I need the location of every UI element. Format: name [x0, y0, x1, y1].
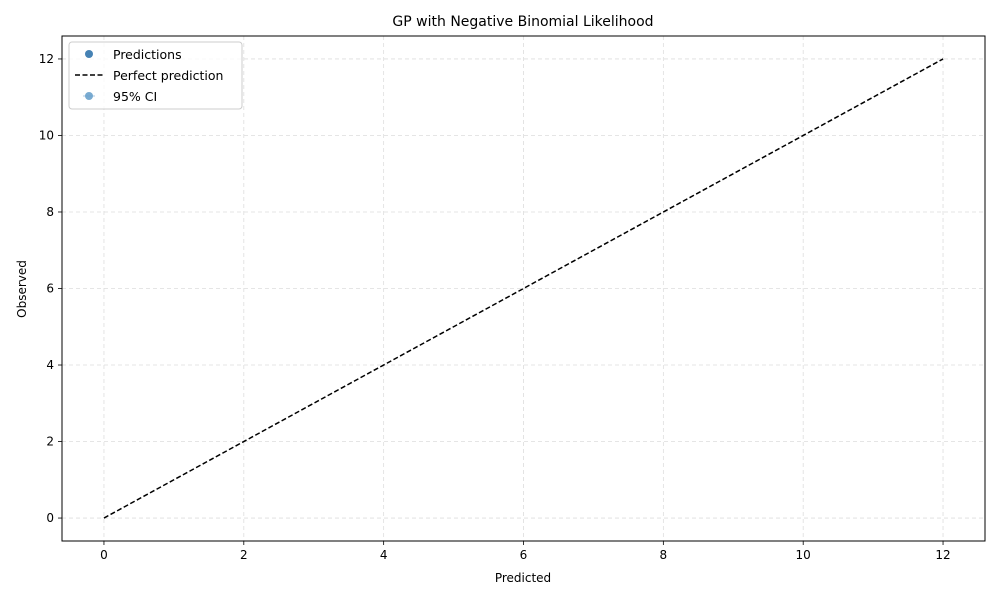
x-axis: 0 2 4 6 8 10 12: [100, 541, 951, 562]
x-tick-label: 2: [240, 548, 248, 562]
x-tick-label: 0: [100, 548, 108, 562]
x-tick-label: 10: [796, 548, 811, 562]
y-tick-label: 0: [46, 511, 54, 525]
y-tick-label: 8: [46, 205, 54, 219]
y-axis: 0 2 4 6 8 10 12: [39, 52, 62, 525]
legend-marker-predictions: [85, 50, 93, 58]
legend-box: [68, 41, 243, 110]
x-tick-label: 12: [935, 548, 950, 562]
y-tick-label: 10: [39, 128, 54, 142]
grid: [62, 36, 985, 541]
legend: Predictions Perfect prediction 95% CI: [68, 41, 243, 110]
legend-label-predictions: Predictions: [113, 47, 182, 62]
x-tick-label: 6: [520, 548, 528, 562]
y-tick-label: 12: [39, 52, 54, 66]
x-axis-label: Predicted: [495, 571, 551, 585]
legend-marker-ci: [85, 92, 93, 100]
y-tick-label: 2: [46, 435, 54, 449]
chart-title: GP with Negative Binomial Likelihood: [392, 14, 653, 30]
x-tick-label: 8: [660, 548, 668, 562]
perfect-prediction-line: [103, 58, 944, 519]
legend-label-perfect-prediction: Perfect prediction: [113, 68, 223, 83]
series-layer: [103, 58, 944, 519]
y-tick-label: 6: [46, 282, 54, 296]
y-tick-label: 4: [46, 358, 54, 372]
legend-label-ci: 95% CI: [113, 89, 157, 104]
y-axis-label: Observed: [15, 260, 29, 318]
x-tick-label: 4: [380, 548, 388, 562]
